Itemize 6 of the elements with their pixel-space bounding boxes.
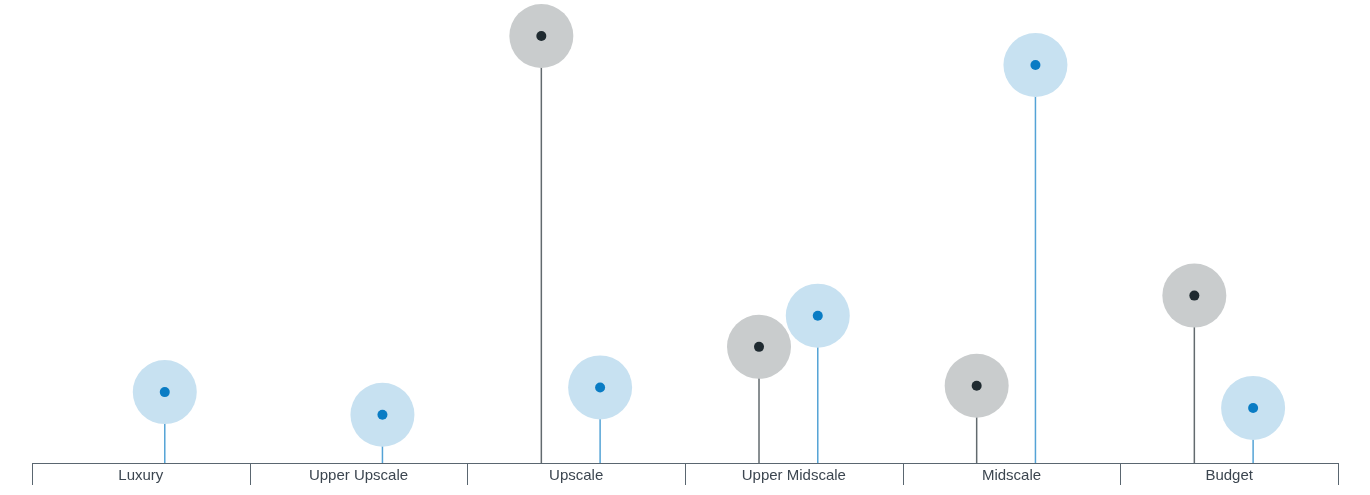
x-tick-label: Upper Upscale bbox=[308, 466, 409, 484]
x-tick-label: Midscale bbox=[981, 466, 1042, 484]
x-tick-label: Luxury bbox=[118, 466, 164, 484]
x-tick-label: Budget bbox=[1205, 466, 1254, 484]
x-tick-label: Upscale bbox=[549, 466, 604, 484]
x-tick-label: Upper Midscale bbox=[741, 466, 846, 484]
